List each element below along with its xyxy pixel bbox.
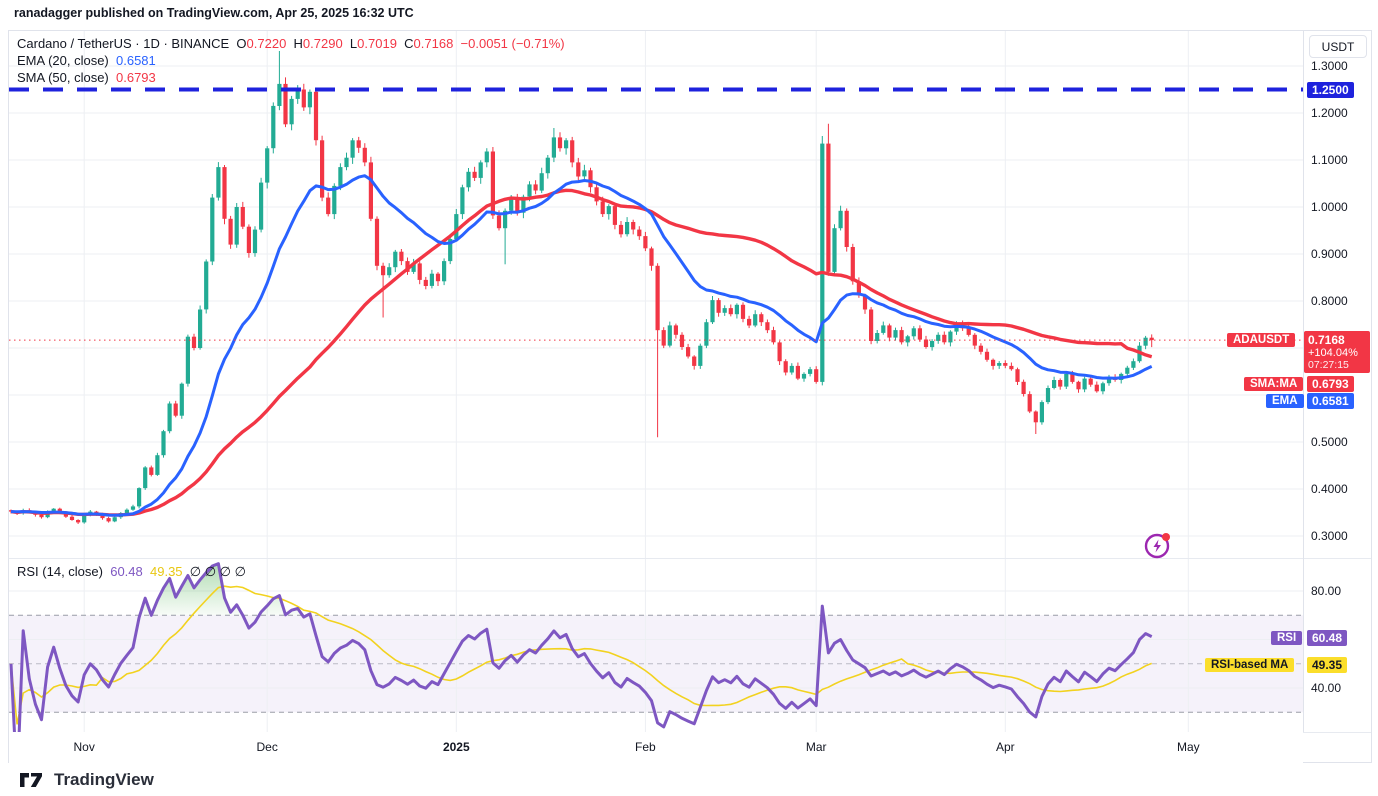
rsi-ma-value: 49.35 [150, 564, 183, 579]
low-label: L [349, 36, 358, 51]
time-axis-label-may: May [1176, 740, 1200, 754]
change-value: −0.0051 (−0.71%) [460, 36, 565, 51]
ohlc-row: Cardano / TetherUS · 1D · BINANCE O0.722… [17, 35, 565, 52]
last-price-value: 0.7168 [1308, 333, 1345, 348]
chart-frame: Cardano / TetherUS · 1D · BINANCE O0.722… [8, 30, 1372, 764]
flash-icon-button[interactable] [1137, 526, 1170, 559]
last-price-badge[interactable]: 0.7168 +104.04% 07:27:15 [1304, 331, 1370, 374]
ema-label[interactable]: EMA (20, close) [17, 53, 109, 68]
time-axis-label-dec: Dec [256, 740, 278, 754]
rsi-ma-value-badge: 49.35 [1307, 657, 1348, 674]
ema-row: EMA (20, close) 0.6581 [17, 52, 565, 69]
symbol-chip: ADAUSDT [1227, 333, 1296, 348]
time-axis-label-nov: Nov [73, 740, 95, 754]
rsi-pane-chart[interactable] [9, 558, 1303, 732]
time-axis[interactable]: Nov Dec 2025 Feb Mar Apr May [9, 732, 1303, 764]
rsi-empty-values: ∅ ∅ ∅ ∅ [189, 564, 246, 579]
rsi-axis-label: 40.00 [1311, 681, 1342, 695]
price-axis-label: 1.2000 [1311, 106, 1348, 120]
pane-separator[interactable] [9, 558, 1371, 559]
price-level-badge[interactable]: 1.2500 [1307, 81, 1354, 98]
close-value: 0.7168 [413, 36, 454, 51]
ema-chip: EMA [1266, 394, 1304, 409]
rsi-ma-chip: RSI-based MA [1205, 658, 1295, 673]
rsi-axis-label: 80.00 [1311, 584, 1342, 598]
price-axis-label: 0.3000 [1311, 529, 1348, 543]
rsi-legend: RSI (14, close) 60.48 49.35 ∅ ∅ ∅ ∅ [17, 564, 246, 580]
price-axis-label: 0.5000 [1311, 435, 1348, 449]
time-axis-label-2025: 2025 [442, 740, 470, 754]
sma-value: 0.6793 [116, 70, 156, 85]
tradingview-brand-text[interactable]: TradingView [54, 769, 154, 789]
high-label: H [293, 36, 303, 51]
time-axis-label-feb: Feb [635, 740, 656, 754]
price-axis-label: 0.4000 [1311, 482, 1348, 496]
footer-bar: TradingView [0, 763, 1378, 796]
price-axis-label: 0.8000 [1311, 294, 1348, 308]
published-line: ranadagger published on TradingView.com,… [14, 6, 414, 20]
rsi-value: 60.48 [110, 564, 143, 579]
price-axis-label: 1.3000 [1311, 59, 1348, 73]
price-axis-separator [1303, 31, 1304, 732]
price-pane-chart[interactable] [9, 31, 1303, 558]
price-axis-label: 1.1000 [1311, 153, 1348, 167]
sma-value-badge: 0.6793 [1307, 376, 1354, 393]
rsi-label[interactable]: RSI (14, close) [17, 564, 103, 579]
time-axis-label-mar: Mar [805, 740, 827, 754]
rsi-value-badge: 60.48 [1307, 630, 1348, 647]
close-label: C [404, 36, 414, 51]
open-value: 0.7220 [246, 36, 287, 51]
change-percent: +104.04% [1308, 347, 1358, 360]
symbol-legend: Cardano / TetherUS · 1D · BINANCE O0.722… [17, 35, 565, 86]
high-value: 0.7290 [302, 36, 343, 51]
low-value: 0.7019 [357, 36, 397, 51]
ema-value-badge: 0.6581 [1307, 393, 1354, 410]
price-axis-label: 1.0000 [1311, 200, 1348, 214]
sma-row: SMA (50, close) 0.6793 [17, 69, 565, 86]
ema-value: 0.6581 [116, 53, 156, 68]
tradingview-logo-icon [20, 772, 42, 787]
currency-button[interactable]: USDT [1309, 35, 1367, 58]
candle-countdown: 07:27:15 [1308, 359, 1349, 372]
time-axis-label-apr: Apr [995, 740, 1015, 754]
open-label: O [236, 36, 247, 51]
price-axis-label: 0.9000 [1311, 247, 1348, 261]
sma-label[interactable]: SMA (50, close) [17, 70, 109, 85]
rsi-chip: RSI [1271, 631, 1303, 646]
flash-icon [1144, 533, 1170, 559]
symbol-title[interactable]: Cardano / TetherUS · 1D · BINANCE [17, 36, 230, 51]
sma-ma-chip: SMA:MA [1244, 377, 1304, 392]
